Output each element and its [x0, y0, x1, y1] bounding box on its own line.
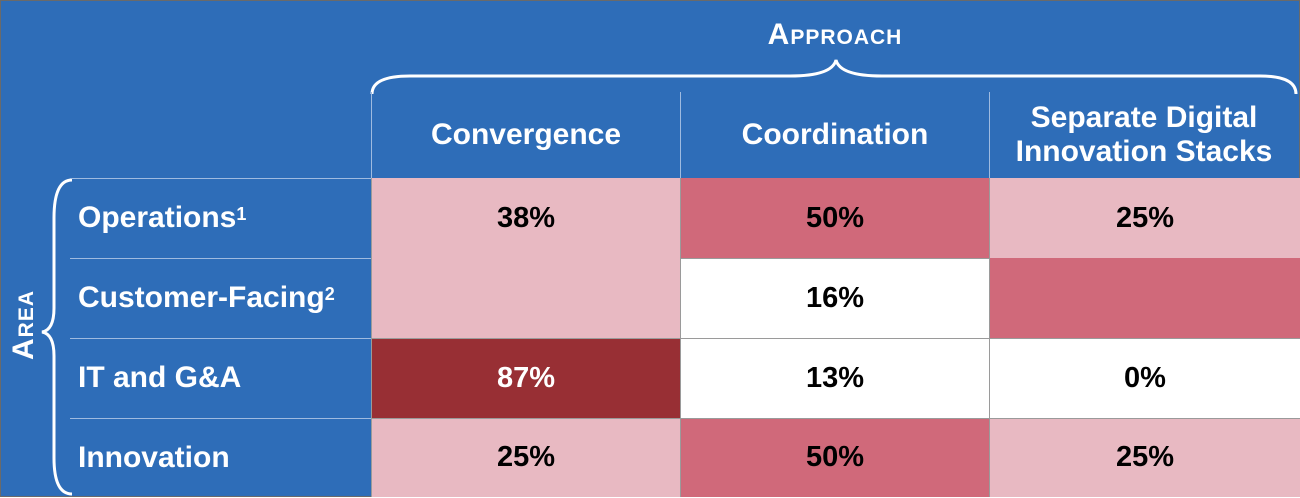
cell-operations-separate: 25% — [990, 178, 1300, 258]
cell-innovation-convergence: 25% — [372, 418, 680, 497]
cell-operations-coordination: 50% — [681, 178, 989, 258]
grid-line — [680, 178, 681, 497]
header-divider — [989, 92, 990, 178]
row-label: IT and G&A — [78, 361, 242, 394]
footnote-marker: 2 — [324, 283, 335, 304]
row-divider — [70, 338, 372, 339]
row-label: Customer-Facing — [78, 281, 325, 314]
row-divider — [70, 418, 372, 419]
row-header-customer-facing: Customer-Facing 2 — [70, 258, 372, 338]
cell-innovation-separate: 25% — [990, 418, 1300, 497]
header-divider — [371, 92, 372, 178]
footnote-marker: 1 — [236, 203, 247, 224]
row-label: Innovation — [78, 441, 230, 474]
row-divider — [70, 258, 372, 259]
grid-line — [372, 418, 1300, 419]
area-brace — [41, 178, 73, 496]
column-header-separate-stacks: Separate Digital Innovation Stacks — [1015, 100, 1273, 169]
row-header-operations: Operations 1 — [70, 178, 372, 258]
area-title: Area — [7, 289, 40, 361]
cell-it-coordination: 13% — [681, 338, 989, 418]
cell-innovation-coordination: 50% — [681, 418, 989, 497]
grid-line — [681, 258, 989, 259]
row-divider — [70, 178, 372, 179]
cell-it-separate: 0% — [990, 338, 1300, 418]
cell-it-convergence: 87% — [372, 338, 680, 418]
row-header-it-ga: IT and G&A — [70, 338, 372, 418]
column-header-coordination: Coordination — [741, 117, 929, 151]
approach-brace — [370, 59, 1298, 95]
cell-operations-convergence: 38% — [372, 178, 680, 338]
grid-line — [372, 338, 1300, 339]
approach-title: Approach — [767, 18, 903, 51]
row-header-innovation: Innovation — [70, 418, 372, 498]
grid-line — [989, 178, 990, 497]
cell-customer-separate — [990, 258, 1300, 338]
header-divider — [680, 92, 681, 178]
row-label: Operations — [78, 201, 237, 234]
cell-customer-coordination: 16% — [681, 258, 989, 338]
column-header-convergence: Convergence — [430, 117, 622, 151]
grid-line — [371, 178, 372, 497]
